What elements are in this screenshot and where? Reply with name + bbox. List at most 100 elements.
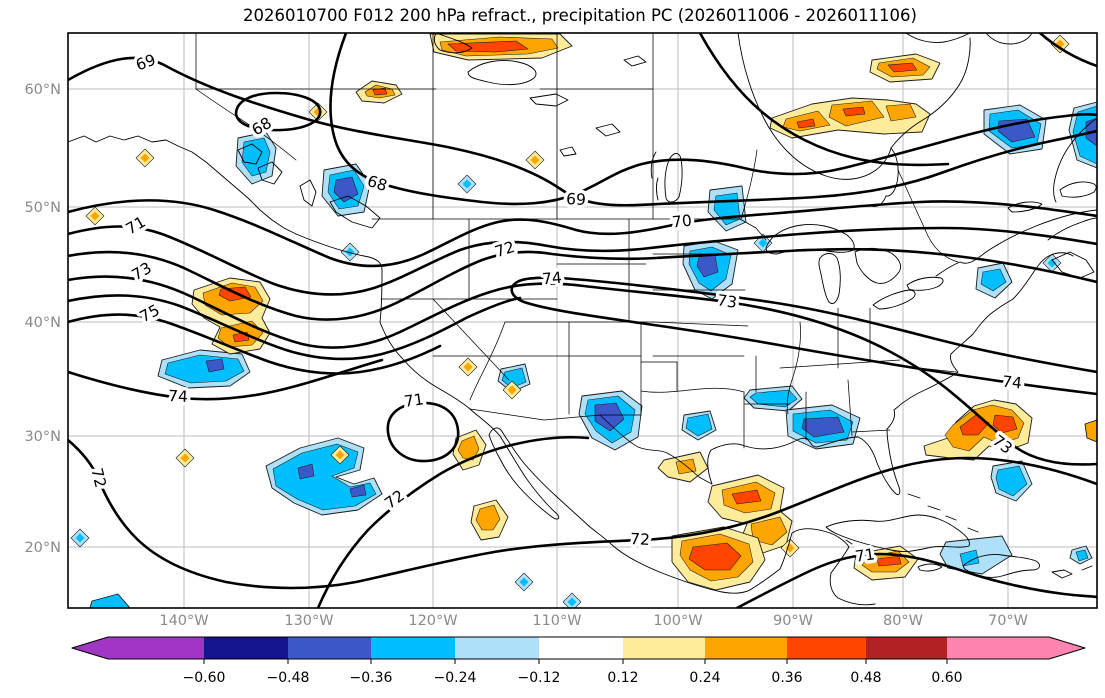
state-border: [469, 408, 601, 421]
colorbar-over-arrow: [1049, 637, 1085, 659]
y-tick-label: 30°N: [24, 429, 61, 445]
axes-frame: [67, 32, 1098, 609]
colorbar-outline: [71, 636, 1086, 660]
lake-outline: [656, 177, 659, 201]
coastline: [905, 33, 971, 43]
colorbar-segment: [947, 637, 1049, 659]
precip-patch: [876, 555, 902, 567]
x-tick-label: 100°W: [653, 613, 702, 629]
precip-diamond-core: [785, 543, 795, 553]
contour-line: [698, 33, 950, 167]
coastline: [825, 514, 970, 552]
contour-label: 71: [403, 390, 425, 411]
x-tick-label: 120°W: [408, 613, 457, 629]
coastline: [945, 515, 957, 521]
precip-diamond-core: [758, 238, 768, 248]
coastline: [237, 143, 263, 165]
precip-patch: [688, 542, 742, 571]
contour-label: 71: [854, 545, 876, 566]
colorbar-segment: [623, 637, 705, 659]
coastline: [927, 505, 941, 511]
lake-outline: [433, 33, 473, 54]
x-tick-label: 90°W: [773, 613, 813, 629]
colorbar-segment: [866, 637, 947, 659]
contour-line: [1038, 33, 1097, 68]
precip-patch: [349, 484, 367, 498]
contour-line: [329, 33, 1097, 206]
contour-label: 74: [541, 269, 562, 289]
precip-diamond-core: [180, 453, 190, 463]
coastline: [1007, 201, 1043, 213]
precip-patch: [241, 137, 271, 177]
contour-line: [510, 276, 1097, 396]
state-border: [469, 321, 506, 401]
colorbar-segment: [539, 637, 623, 659]
coastline: [707, 252, 1074, 496]
precip-patch: [475, 504, 501, 531]
colorbar-tick-label: 0.36: [771, 670, 802, 686]
y-tick-label: 60°N: [24, 82, 61, 98]
precip-patch: [205, 358, 225, 373]
precip-patch: [1075, 549, 1089, 562]
coastline: [985, 33, 1033, 45]
precip-diamond-core: [462, 179, 472, 189]
precip-patch: [796, 118, 816, 129]
precip-patch: [995, 465, 1028, 497]
colorbar-tick-label: 0.24: [689, 670, 720, 686]
lake-outline: [818, 253, 841, 305]
x-tick-label: 130°W: [284, 613, 333, 629]
coastline: [295, 233, 876, 606]
precip-patch: [731, 489, 762, 505]
colorbar-segment: [288, 637, 371, 659]
precip-patch: [501, 367, 527, 389]
precip-diamond-core: [519, 577, 529, 587]
colorbar-tick-label: −0.48: [267, 670, 310, 686]
lake-outline: [559, 146, 577, 157]
precip-patch: [801, 416, 845, 438]
precip-diamond-core: [530, 155, 540, 165]
geography: [68, 33, 1097, 606]
colorbar-segment: [455, 637, 539, 659]
lake-outline: [595, 123, 621, 137]
state-border: [640, 387, 745, 393]
precip-pc-shading: [70, 33, 1097, 608]
contour-line: [735, 552, 1097, 608]
precip-diamond-core: [507, 385, 517, 395]
contour-label: 69: [566, 190, 587, 209]
precip-patch: [885, 103, 917, 122]
colorbar-tick-label: 0.48: [850, 670, 881, 686]
colorbar-tick-label: −0.24: [434, 670, 477, 686]
state-border: [851, 429, 891, 433]
contour-line: [68, 275, 1097, 466]
coastline: [935, 209, 1097, 277]
contour-line: [68, 247, 1097, 321]
precip-patch: [842, 106, 866, 117]
contour-label: 72: [630, 530, 651, 549]
precip-patch: [594, 402, 625, 432]
state-border: [652, 321, 749, 327]
precip-diamond-core: [567, 597, 577, 607]
precip-patch: [887, 62, 918, 73]
contour-line: [68, 358, 384, 401]
contour-line: [68, 438, 1097, 590]
precip-patch: [164, 354, 245, 384]
coastline: [845, 539, 853, 545]
x-tick-label: 110°W: [532, 613, 581, 629]
coastline: [257, 161, 283, 185]
x-tick-label: 70°W: [988, 613, 1028, 629]
lake-outline: [467, 60, 537, 86]
colorbar-under-arrow: [72, 637, 108, 659]
precip-diamond-core: [463, 362, 473, 372]
plot-title: 2026010700 F012 200 hPa refract., precip…: [243, 6, 917, 25]
contour-line: [68, 313, 442, 375]
lake-outline: [623, 55, 647, 67]
state-border: [432, 298, 510, 381]
x-tick-label: 140°W: [159, 613, 208, 629]
contour-line: [68, 294, 522, 361]
precip-patch: [457, 435, 480, 461]
contour-line: [234, 91, 322, 132]
y-tick-label: 20°N: [24, 540, 61, 556]
contour-line: [386, 401, 460, 463]
precip-patch: [1084, 419, 1097, 443]
